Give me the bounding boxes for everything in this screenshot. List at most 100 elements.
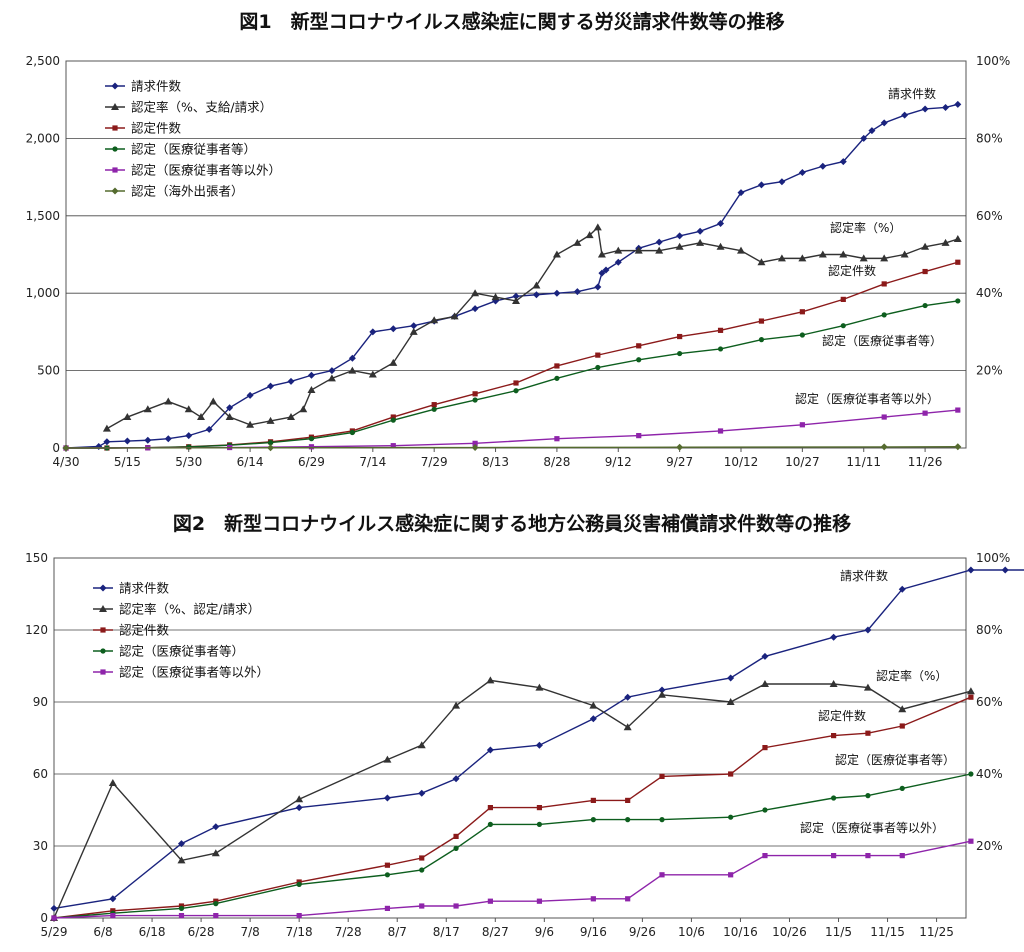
chart-2-series-1-point — [760, 680, 769, 687]
chart-1-y-right-tick-label: 80% — [976, 131, 1003, 145]
chart-1-x-tick-label: 5/30 — [175, 455, 202, 469]
chart-2-series-2-point — [831, 733, 837, 739]
chart-1-series-1-point — [307, 385, 316, 393]
chart-2-series-0-point — [50, 904, 58, 912]
chart-1-series-3-point — [840, 323, 846, 329]
chart-1-x-tick-label: 7/29 — [421, 455, 448, 469]
chart-2-series-0-line — [53, 569, 1024, 910]
chart-1-series-0-point — [717, 220, 725, 228]
chart-1-series-1-point — [327, 374, 336, 382]
chart-1-y-right-tick-label: 40% — [976, 286, 1003, 300]
chart-1-series-0-point — [471, 305, 479, 313]
chart-1-series-1 — [102, 223, 962, 432]
chart-2-series-2-point — [762, 745, 768, 751]
chart-1-series-4-point — [881, 414, 887, 420]
chart-1-x-tick-label: 6/29 — [298, 455, 325, 469]
chart-1-series-1-point — [859, 254, 868, 262]
chart-1-series-3-point — [955, 298, 961, 304]
chart-2-series-1-point — [108, 779, 117, 786]
chart-2-series-0-point — [535, 741, 543, 749]
chart-2-annotation-1: 認定率（%） — [876, 668, 947, 683]
chart-2-y-right-tick-label: 20% — [976, 839, 1003, 853]
chart-2-series-0-point — [967, 566, 975, 574]
chart-2-y-left-tick-label: 120 — [25, 623, 48, 637]
chart-1-series-2-point — [472, 391, 478, 397]
chart-1-series-0-point — [246, 391, 254, 399]
chart-2-series-2-point — [384, 862, 391, 868]
chart-1-series-1-point — [409, 327, 418, 335]
chart-1-x-tick-label: 11/11 — [846, 455, 881, 469]
chart-2-series-0-point — [830, 633, 838, 641]
chart-2-series-0-point — [486, 746, 494, 754]
chart-1-series-5-point — [62, 444, 70, 452]
chart-2-series-3-point — [590, 817, 596, 823]
chart-1-series-2-point — [758, 318, 765, 324]
chart-2-series-0-point — [295, 804, 303, 812]
chart-2-legend-label-3: 認定（医療従事者等） — [119, 644, 244, 659]
chart-1-series-1-point — [102, 424, 111, 432]
chart-1-series-0-point — [287, 377, 295, 385]
chart-1-series-0-point — [819, 162, 827, 170]
chart-1-series-0-point — [860, 134, 868, 142]
chart-2-series-3-point — [831, 795, 837, 801]
chart-2-series-4-point — [968, 838, 974, 844]
chart-2-series-4-point — [213, 913, 219, 919]
chart-1-series-3-point — [431, 406, 437, 412]
chart-1-series-0-point — [512, 292, 520, 300]
chart-1-series-1-point — [512, 296, 520, 304]
chart-2-x-tick-label: 11/5 — [825, 925, 852, 939]
chart-2-series-1-point — [623, 723, 632, 731]
chart-1-series-1-point — [777, 254, 786, 262]
chart-2-series-2-point — [968, 694, 974, 700]
chart-2-series-3-point — [419, 867, 425, 873]
chart-2-y-right-tick-label: 100% — [976, 551, 1010, 565]
chart-2-series-0-point — [452, 775, 460, 783]
chart-2-y-left-tick-label: 150 — [25, 551, 48, 565]
chart-2-x-tick-label: 8/7 — [388, 925, 407, 939]
chart-1-annotation-2: 認定件数 — [828, 263, 876, 278]
chart-1-annotation-0: 請求件数 — [888, 86, 936, 101]
chart-1-legend-label-2: 認定件数 — [131, 121, 182, 136]
chart-1-series-5-point — [676, 443, 684, 451]
chart-1-series-2-point — [431, 402, 437, 408]
chart-2-series-2-point — [899, 723, 905, 729]
chart-2-series-3-point — [899, 785, 905, 792]
chart-2-series-3-point — [213, 901, 219, 907]
chart-2-x-tick-label: 5/29 — [41, 925, 68, 939]
chart-2-series-1 — [50, 676, 975, 921]
chart-1-y-right-tick-label: 100% — [976, 54, 1010, 68]
chart-1-series-2-point — [881, 281, 887, 287]
chart-1-series-1-point — [655, 246, 664, 254]
chart-2-x-tick-label: 11/25 — [919, 925, 954, 939]
chart-1-series-5-point — [954, 443, 962, 451]
chart-1-series-4-point — [799, 422, 805, 428]
chart-1-series-3-point — [717, 346, 724, 352]
chart-1-series-4-point — [955, 407, 961, 413]
chart-1-series-0-point — [573, 288, 581, 296]
chart-1-legend-label-1: 認定率（%、支給/請求） — [131, 100, 272, 115]
chart-2-series-4-point — [453, 903, 459, 909]
chart-2-series-4-point — [590, 896, 596, 902]
chart-1-series-1-point — [880, 254, 889, 262]
chart-2-series-4-point — [831, 853, 837, 859]
chart-2-series-3-point — [625, 817, 631, 823]
chart-1-x-tick-label: 10/12 — [724, 455, 759, 469]
chart-1-series-5-point — [267, 444, 275, 452]
chart-2-series-4-point — [536, 898, 543, 904]
chart-1-series-1-point — [450, 312, 459, 320]
chart-2-plot-frame — [53, 557, 967, 919]
chart-2-series-1-point — [486, 676, 495, 684]
chart-2-x-tick-label: 6/28 — [188, 925, 215, 939]
chart-2-series-0-point — [212, 823, 220, 831]
chart-2-series-1-point — [726, 698, 735, 705]
chart-1-series-1-point — [266, 416, 275, 424]
chart-1-series-3-point — [349, 429, 355, 436]
chart-1-series-2-point — [513, 380, 519, 386]
chart-2-series-1-point — [658, 690, 666, 698]
chart-2-legend-marker-2 — [100, 627, 106, 633]
chart-2-series-2-point — [625, 797, 631, 803]
chart-1-x-tick-label: 9/27 — [666, 455, 693, 469]
chart-1-series-0-point — [226, 404, 234, 412]
chart-1-series-0-point — [185, 432, 193, 440]
